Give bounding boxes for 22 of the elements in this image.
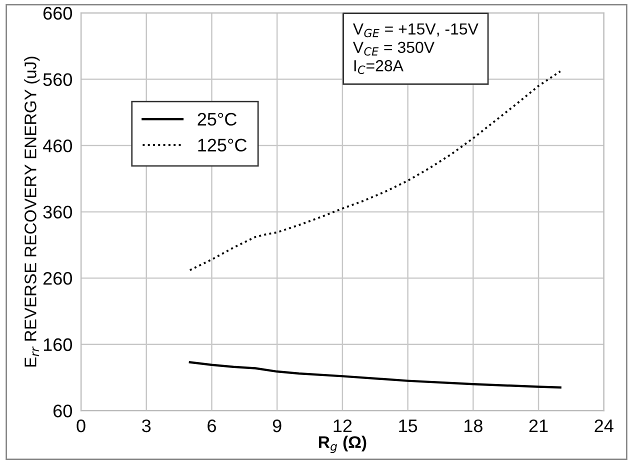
x-tick-label: 15: [399, 420, 418, 432]
y-tick-label: 160: [44, 338, 72, 352]
y-tick-label: 60: [54, 404, 72, 418]
y-tick-label: 260: [43, 272, 72, 285]
x-axis-title: R$_{g}$ (Ω): [318, 436, 366, 454]
legend-label: 125°C: [198, 138, 247, 152]
y-tick-label: 460: [42, 139, 72, 152]
x-tick-label: 6: [208, 419, 216, 432]
text: V$_{GE}$ = +15V, -15V V$_{CE}$ = 350V I$_{C}$=28A: [352, 23, 478, 74]
y-axis-title: E$_{rr}$ REVERSE RECOVERY ENERGY (uJ): [24, 56, 40, 367]
x-tick-label: 18: [464, 419, 482, 432]
legend-label: 25°C: [198, 112, 237, 126]
line-series: [188, 361, 562, 389]
x-tick-label: 21: [529, 419, 548, 432]
x-tick-label: 24: [594, 419, 614, 432]
x-tick-label: 12: [334, 419, 352, 432]
x-tick-label: 9: [272, 419, 282, 432]
y-tick-label: 360: [43, 206, 72, 219]
y-tick-label: 560: [43, 73, 72, 86]
y-tick-label: 660: [43, 6, 72, 20]
x-tick-label: 0: [76, 419, 86, 432]
x-tick-label: 3: [142, 419, 151, 432]
